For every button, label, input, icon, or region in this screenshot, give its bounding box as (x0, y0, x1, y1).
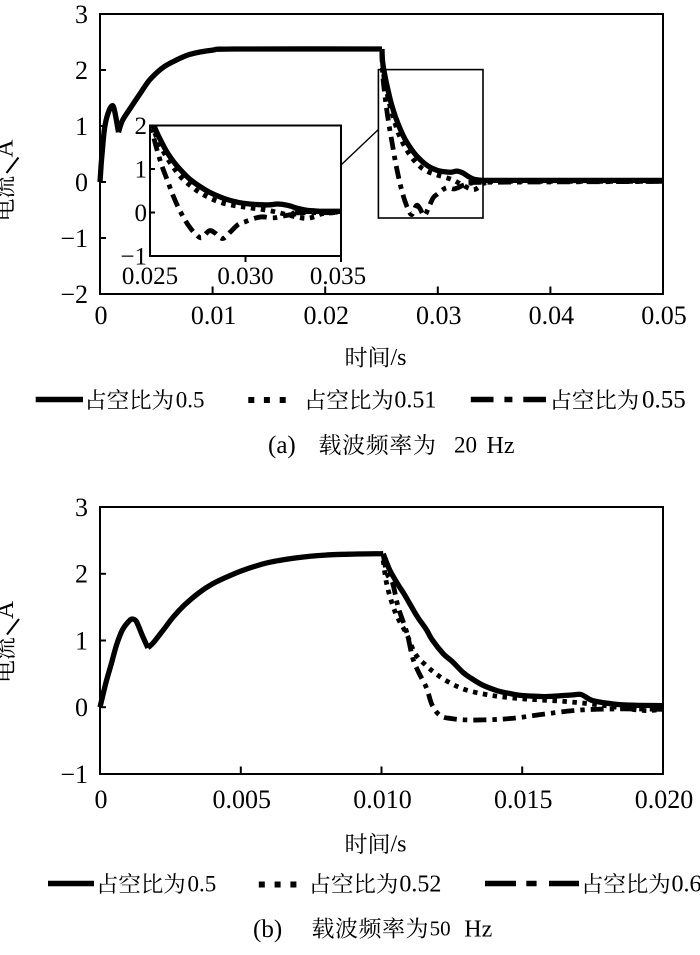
svg-text:0.5: 0.5 (188, 872, 217, 897)
svg-text:0.015: 0.015 (494, 785, 553, 814)
svg-text:3: 3 (75, 493, 88, 522)
svg-text:A: A (0, 139, 19, 157)
svg-text:0: 0 (95, 785, 108, 814)
svg-text:−1: −1 (60, 760, 88, 789)
svg-text:3: 3 (75, 0, 88, 29)
svg-text:0.010: 0.010 (353, 785, 412, 814)
svg-text:50: 50 (430, 917, 451, 941)
svg-text:−2: −2 (60, 280, 88, 309)
svg-text:Hz: Hz (487, 433, 515, 459)
svg-text:0.005: 0.005 (213, 785, 272, 814)
svg-text:0: 0 (75, 693, 88, 722)
svg-text:0.020: 0.020 (635, 785, 694, 814)
svg-text:0: 0 (95, 301, 108, 330)
svg-text:0.5: 0.5 (176, 388, 205, 413)
svg-text:0: 0 (75, 168, 88, 197)
svg-text:−1: −1 (60, 224, 88, 253)
svg-text:1: 1 (135, 157, 148, 184)
svg-text:0.52: 0.52 (399, 872, 441, 898)
svg-text:0.05: 0.05 (641, 301, 687, 330)
svg-text:Hz: Hz (464, 917, 492, 943)
svg-text:1: 1 (75, 112, 88, 141)
svg-text:2: 2 (75, 560, 88, 589)
svg-text:/s: /s (391, 832, 407, 858)
svg-text:0.035: 0.035 (310, 263, 366, 290)
svg-text:A: A (0, 601, 19, 619)
svg-text:20: 20 (454, 433, 477, 458)
svg-text:0.04: 0.04 (529, 301, 575, 330)
svg-text:0.03: 0.03 (416, 301, 462, 330)
svg-text:0.025: 0.025 (122, 263, 178, 290)
svg-text:0.030: 0.030 (217, 263, 273, 290)
svg-text:2: 2 (135, 113, 148, 140)
svg-text:(a): (a) (268, 432, 296, 459)
svg-text:0.55: 0.55 (642, 387, 686, 414)
svg-text:2: 2 (75, 56, 88, 85)
svg-text:0.01: 0.01 (191, 301, 237, 330)
svg-text:0.51: 0.51 (394, 388, 436, 414)
svg-text:(b): (b) (253, 916, 282, 943)
svg-text:0.6: 0.6 (672, 872, 700, 898)
svg-text:0.02: 0.02 (303, 301, 349, 330)
svg-text:/s: /s (391, 345, 407, 371)
svg-text:1: 1 (75, 626, 88, 655)
svg-text:0: 0 (135, 200, 148, 227)
